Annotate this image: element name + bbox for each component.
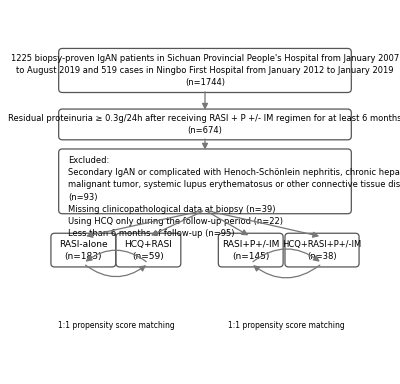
Text: 1:1 propensity score matching: 1:1 propensity score matching	[58, 321, 174, 330]
FancyBboxPatch shape	[285, 233, 359, 267]
FancyBboxPatch shape	[59, 109, 351, 140]
FancyBboxPatch shape	[218, 233, 283, 267]
FancyBboxPatch shape	[116, 233, 181, 267]
Text: RASI-alone
(n=183): RASI-alone (n=183)	[59, 240, 108, 261]
FancyBboxPatch shape	[51, 233, 116, 267]
Text: 1:1 propensity score matching: 1:1 propensity score matching	[228, 321, 345, 330]
FancyBboxPatch shape	[59, 48, 351, 93]
FancyBboxPatch shape	[59, 149, 351, 214]
Text: HCQ+RASI+P+/-IM
(n=38): HCQ+RASI+P+/-IM (n=38)	[282, 240, 362, 261]
Text: Excluded:
Secondary IgAN or complicated with Henoch-Schönlein nephritis, chronic: Excluded: Secondary IgAN or complicated …	[68, 156, 400, 238]
Text: Residual proteinuria ≥ 0.3g/24h after receiving RASI + P +/- IM regimen for at l: Residual proteinuria ≥ 0.3g/24h after re…	[8, 114, 400, 135]
Text: HCQ+RASI
(n=59): HCQ+RASI (n=59)	[124, 240, 172, 261]
Text: RASI+P+/-IM
(n=145): RASI+P+/-IM (n=145)	[222, 240, 280, 261]
Text: 1225 biopsy-proven IgAN patients in Sichuan Provincial People's Hospital from Ja: 1225 biopsy-proven IgAN patients in Sich…	[11, 54, 399, 87]
